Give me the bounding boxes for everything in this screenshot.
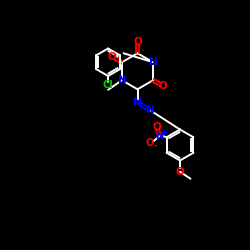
FancyBboxPatch shape — [135, 40, 140, 44]
FancyBboxPatch shape — [147, 140, 153, 145]
Text: O: O — [108, 52, 116, 62]
Text: O: O — [133, 37, 142, 47]
FancyBboxPatch shape — [177, 169, 183, 174]
Text: N: N — [118, 75, 126, 85]
FancyBboxPatch shape — [154, 124, 159, 129]
FancyBboxPatch shape — [110, 54, 115, 59]
Text: O: O — [152, 122, 161, 132]
Text: Cl: Cl — [103, 80, 114, 90]
Text: N: N — [133, 97, 142, 107]
Text: -: - — [154, 142, 158, 150]
FancyBboxPatch shape — [104, 83, 112, 88]
FancyBboxPatch shape — [148, 108, 153, 113]
Text: +: + — [160, 128, 167, 137]
Text: N: N — [149, 57, 158, 67]
FancyBboxPatch shape — [150, 60, 156, 65]
FancyBboxPatch shape — [135, 100, 140, 105]
Text: O: O — [146, 138, 154, 148]
FancyBboxPatch shape — [160, 83, 166, 88]
Text: O: O — [176, 167, 184, 177]
Text: N: N — [146, 106, 155, 116]
Text: N: N — [156, 131, 164, 141]
FancyBboxPatch shape — [119, 78, 125, 83]
FancyBboxPatch shape — [156, 134, 162, 138]
Text: O: O — [158, 81, 167, 91]
